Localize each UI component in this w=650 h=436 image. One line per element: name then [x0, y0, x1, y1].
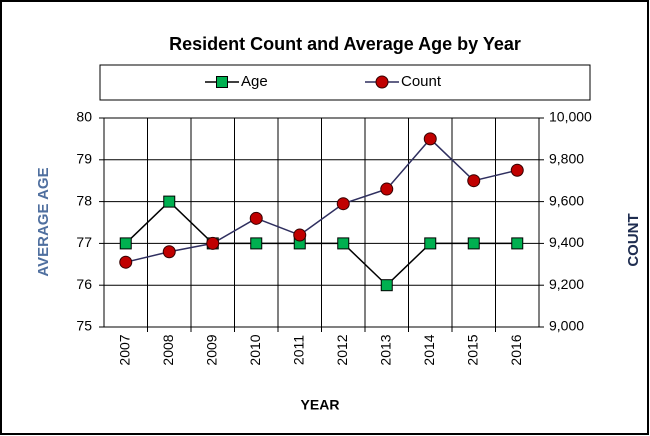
legend-marker	[375, 75, 389, 89]
y-tick-label: 76	[76, 276, 92, 292]
y2-tick-label: 9,600	[549, 192, 584, 208]
x-tick-label: 2007	[116, 334, 132, 365]
data-point	[510, 163, 524, 177]
legend-box	[99, 64, 591, 101]
data-point	[119, 237, 132, 250]
y2-tick-label: 9,200	[549, 276, 584, 292]
data-point	[206, 236, 220, 250]
legend-label: Age	[241, 73, 268, 90]
legend-label: Count	[401, 73, 442, 90]
y2-tick-label: 10,000	[549, 109, 592, 125]
data-point	[163, 195, 176, 208]
data-point	[424, 237, 437, 250]
series-line	[125, 137, 518, 263]
data-point	[423, 132, 437, 146]
data-point	[380, 182, 394, 196]
y-tick-label: 77	[76, 234, 92, 250]
x-tick-label: 2011	[290, 335, 306, 365]
data-point	[162, 245, 176, 259]
y2-axis-title: COUNT	[625, 213, 642, 266]
data-point	[249, 211, 263, 225]
x-axis-title: YEAR	[301, 397, 340, 413]
y2-tick-label: 9,000	[549, 318, 584, 334]
x-tick-label: 2012	[334, 334, 350, 365]
y2-tick-label: 9,800	[549, 151, 584, 167]
data-point	[511, 237, 524, 250]
y-tick-label: 78	[76, 192, 92, 208]
x-tick-label: 2013	[377, 334, 393, 365]
data-point	[380, 279, 393, 292]
data-point	[119, 255, 133, 269]
x-tick-label: 2008	[160, 334, 176, 365]
series-line	[125, 200, 518, 287]
data-point	[293, 228, 307, 242]
data-point	[250, 237, 263, 250]
data-point	[337, 237, 350, 250]
x-tick-label: 2009	[203, 334, 219, 365]
data-point	[467, 237, 480, 250]
y-tick-label: 79	[76, 151, 92, 167]
data-point	[467, 174, 481, 188]
plot-border	[103, 117, 540, 328]
y-tick-label: 75	[76, 318, 92, 334]
y-axis-title: AVERAGE AGE	[35, 167, 52, 276]
x-tick-label: 2010	[247, 334, 263, 365]
x-tick-label: 2016	[508, 334, 524, 365]
legend-marker	[216, 76, 228, 88]
data-point	[336, 197, 350, 211]
x-tick-label: 2015	[464, 334, 480, 365]
chart-title: Resident Count and Average Age by Year	[169, 34, 521, 54]
y-tick-label: 80	[76, 109, 92, 125]
x-tick-label: 2014	[421, 334, 437, 365]
y2-tick-label: 9,400	[549, 234, 584, 250]
